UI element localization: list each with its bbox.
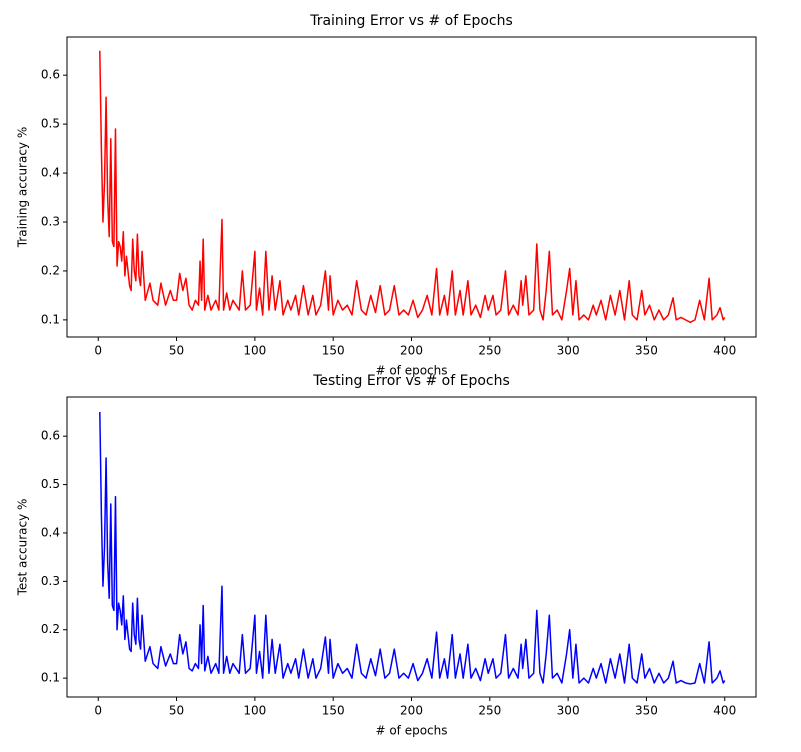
x-tick-label: 50: [169, 704, 184, 718]
x-tick-label: 350: [635, 704, 658, 718]
x-tick-label: 300: [557, 704, 580, 718]
y-tick-label: 0.2: [41, 622, 60, 636]
x-tick-label: 100: [243, 344, 266, 358]
y-tick-label: 0.4: [41, 525, 60, 539]
y-axis-label: Test accuracy %: [16, 499, 30, 597]
x-axis-label: # of epochs: [375, 364, 447, 378]
y-tick-label: 0.3: [41, 214, 60, 228]
x-axis-label: # of epochs: [375, 724, 447, 738]
axes-frame: [66, 36, 757, 338]
y-tick-label: 0.4: [41, 166, 60, 180]
x-tick-label: 350: [635, 344, 658, 358]
x-tick-label: 50: [169, 344, 184, 358]
y-tick-label: 0.5: [41, 477, 60, 491]
x-tick-label: 0: [94, 704, 102, 718]
y-axis-label: Training accuracy %: [16, 127, 30, 249]
x-tick-label: 250: [478, 704, 501, 718]
y-tick-label: 0.6: [41, 68, 60, 82]
x-tick-label: 400: [713, 344, 736, 358]
y-tick-label: 0.6: [41, 429, 60, 443]
y-tick-label: 0.1: [41, 671, 60, 685]
x-tick-label: 150: [322, 344, 345, 358]
data-line: [99, 50, 726, 324]
x-tick-label: 100: [243, 704, 266, 718]
y-tick-label: 0.1: [41, 312, 60, 326]
data-line: [99, 411, 726, 685]
axes-frame: [66, 396, 757, 698]
y-tick-label: 0.3: [41, 574, 60, 588]
x-tick-label: 400: [713, 704, 736, 718]
chart-title: Training Error vs # of Epochs: [309, 13, 513, 29]
x-tick-label: 0: [94, 344, 102, 358]
x-tick-label: 250: [478, 344, 501, 358]
chart-title: Testing Error vs # of Epochs: [312, 373, 510, 389]
x-tick-label: 150: [322, 704, 345, 718]
y-tick-label: 0.2: [41, 263, 60, 277]
x-tick-label: 300: [557, 344, 580, 358]
x-tick-label: 200: [400, 344, 423, 358]
x-tick-label: 200: [400, 704, 423, 718]
y-tick-label: 0.5: [41, 117, 60, 131]
